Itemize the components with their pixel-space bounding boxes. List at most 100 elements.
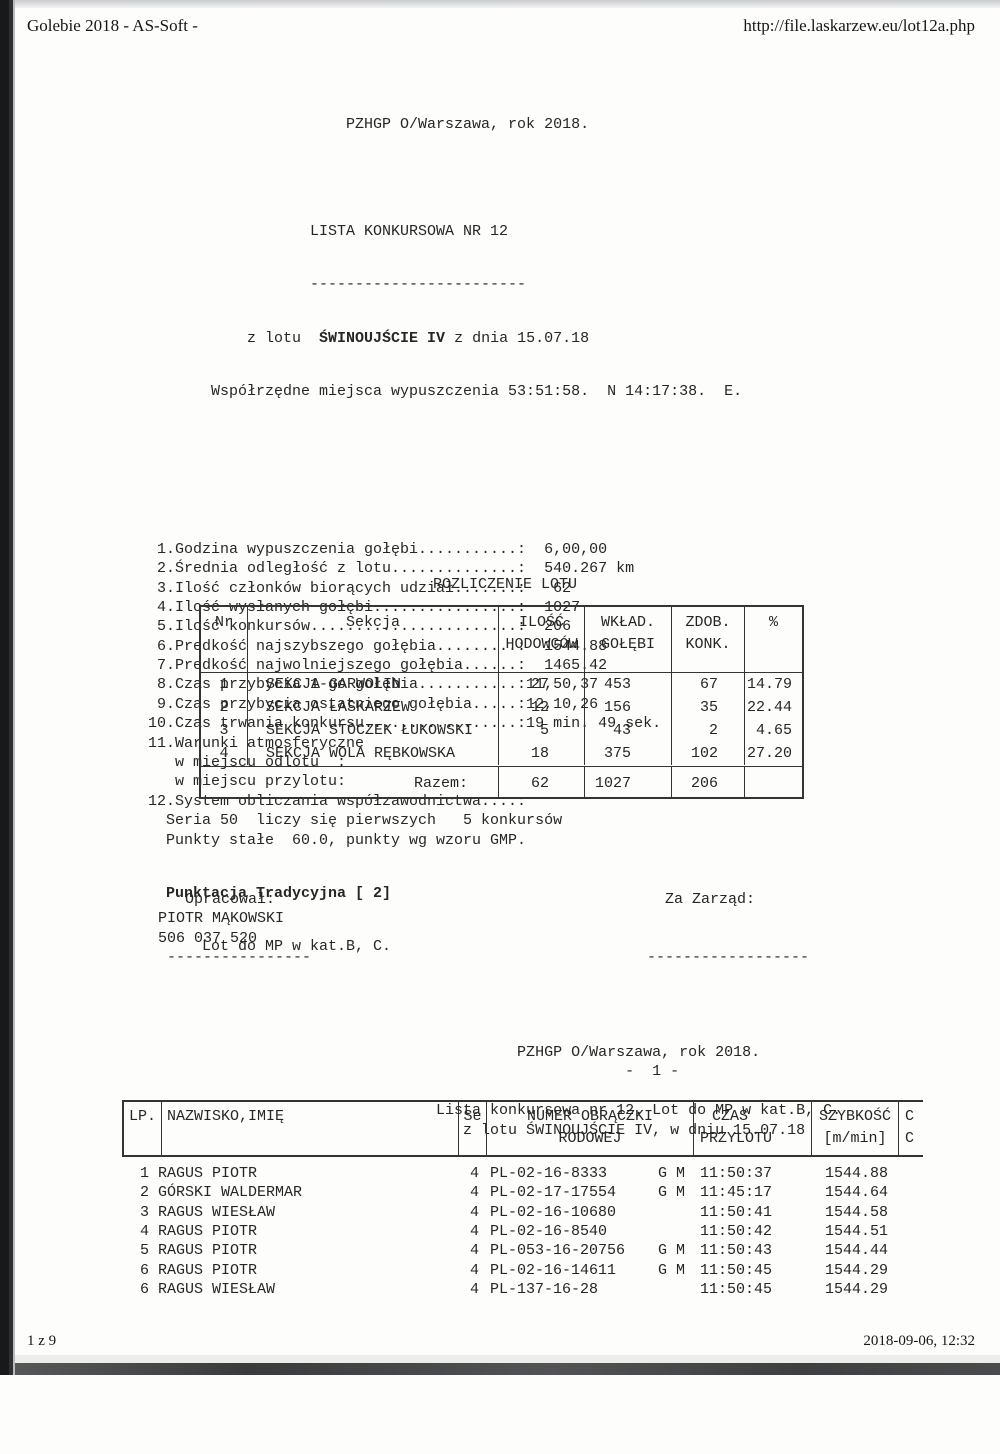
cell-time: 11:45:17	[700, 1184, 773, 1202]
signature-line: Opracował:	[158, 891, 276, 908]
cell-ring: PL-053-16-20756	[490, 1242, 626, 1260]
cell-ring: PL-02-16-8540	[490, 1223, 608, 1241]
cell-time: 11:50:43	[700, 1242, 773, 1260]
cell-lp: 5	[139, 1242, 149, 1260]
title-underline: ------------------------	[148, 276, 527, 294]
settlement-table-body: 1 SEKCJA GARWOLIN 27 453 67 14.79 2 SEKC…	[201, 673, 802, 766]
header-czas-line1: CZAS	[712, 1108, 749, 1125]
cell-lp: 6	[139, 1281, 149, 1299]
cell-time: 11:50:41	[700, 1203, 773, 1221]
results-titles: PZHGP O/Warszawa, rok 2018. - 1 - Lista …	[148, 992, 841, 1140]
stat-line: 5.Ilość konkursów.......................…	[148, 618, 572, 636]
stat-line: 2.Średnia odległość z lotu..............…	[148, 560, 635, 578]
signature-left: Opracował: PIOTR MĄKOWSKI 506 037 520 ----…	[158, 839, 311, 968]
cell-se: 4	[470, 1203, 480, 1221]
print-footer-page: 1 z 9	[27, 1333, 57, 1349]
cell-ring: PL-02-16-8333	[490, 1165, 608, 1182]
cell-name: RAGUS PIOTR	[158, 1242, 258, 1260]
signature-line: ----------------	[158, 949, 312, 967]
print-header-title: Golebie 2018 - AS-Soft -	[27, 16, 198, 35]
stat-line: Seria 50 liczy się pierwszych 5 konkursó…	[148, 812, 563, 830]
result-row: 1 RAGUS PIOTR 4 PL-02-16-8333 G M 11:50:…	[122, 1164, 952, 1183]
settlement-row: 2 SEKCJA ŁASKARZEW 12 156 35 22.44	[201, 696, 802, 720]
lot-mp-line: Lot do MP w kat.B, C.	[148, 938, 392, 956]
cell-hodowcy: 5	[499, 719, 585, 743]
stat-line: 10.Czas trwania konkursu................…	[148, 715, 662, 733]
cell-nr: 1	[201, 673, 248, 697]
settlement-title: ROZLICZENIE LOTU	[433, 576, 578, 593]
results-title-line: Lista konkursowa nr 12. Lot do MP w kat.…	[148, 1102, 842, 1120]
cell-nr: 2	[201, 696, 248, 720]
cell-ring: PL-137-16-28	[490, 1281, 599, 1299]
cell-speed: 1544.64	[824, 1184, 888, 1202]
settlement-table-header: Nr Sekcja ILOŚĆ HODOWCÓW WKŁAD. GOŁĘBI ZDO…	[201, 607, 802, 673]
header-nr-label: Nr	[214, 614, 233, 631]
result-row: 6 RAGUS WIESŁAW 4 PL-137-16-28 11:50:45 …	[122, 1280, 952, 1299]
header-sekcja-label: Sekcja	[345, 614, 400, 631]
results-table-header: LP. NAZWISKO,IMIĘ Se NUMER OBRĄCZKI RODOW…	[122, 1100, 923, 1157]
result-row: 6 RAGUS PIOTR 4 PL-02-16-14611 G M 11:50…	[122, 1261, 952, 1280]
cell-golebie: 43	[585, 719, 672, 743]
cell-gm: G M	[658, 1261, 686, 1279]
cell-nr: 3	[201, 719, 248, 743]
cell-sekcja: SEKCJA GARWOLIN	[248, 673, 499, 697]
stat-line: w miejscu przylotu:	[148, 773, 347, 791]
cell-se: 4	[470, 1165, 480, 1182]
header-ring-line2: RODOWEJ	[558, 1130, 622, 1147]
punktacja-line: Punktacja Tradycyjna [ 2]	[148, 884, 392, 902]
header-se-label: Se	[463, 1108, 482, 1125]
cell-golebie: 453	[585, 673, 672, 697]
result-row: 2 GÓRSKI WALDERMAR 4 PL-02-17-17554 G M …	[122, 1183, 952, 1202]
cell-gm: G M	[658, 1184, 686, 1202]
cell-time: 11:50:45	[700, 1281, 773, 1299]
blank-line	[148, 168, 742, 187]
signature-line: Za Zarząd:	[647, 891, 756, 908]
cell-pct: 22.44	[746, 699, 792, 717]
scan-edge-left	[0, 0, 15, 1375]
cell-speed: 1544.29	[824, 1281, 888, 1299]
cell-se: 4	[470, 1223, 480, 1241]
cell-speed: 1544.44	[824, 1242, 888, 1260]
header-ring-line1: NUMER OBRĄCZKI	[526, 1108, 654, 1125]
header-pct-label: %	[768, 614, 778, 631]
cell-hodowcy: 12	[499, 696, 585, 720]
settlement-row: 3 SEKCJA STOCZEK ŁUKOWSKI 5 43 2 4.65	[201, 719, 802, 743]
stat-line: 8.Czas przybycia 1-go gołębia...........…	[148, 676, 599, 694]
header-wklad-line1: WKŁAD.	[600, 614, 655, 631]
result-row: 4 RAGUS PIOTR 4 PL-02-16-8540 11:50:42 1…	[122, 1222, 952, 1241]
scan-edge-top	[0, 0, 1000, 8]
stat-line: 6.Predkość najszybszego gołębia.........…	[148, 637, 608, 655]
cell-lp: 3	[139, 1203, 149, 1221]
flight-suffix: z dnia 15.07.18	[445, 329, 590, 347]
cell-ring: PL-02-16-10680	[490, 1203, 617, 1221]
coords-line: Współrzędne miejsca wypuszczenia 53:51:5…	[148, 382, 743, 400]
cell-se: 4	[470, 1281, 480, 1299]
header-wklad: WKŁAD. GOŁĘBI	[585, 607, 672, 672]
header-name: NAZWISKO,IMIĘ	[162, 1102, 459, 1155]
blank-line	[148, 435, 742, 454]
flight-name: ŚWINOUJŚCIE IV	[319, 329, 446, 347]
header-sekcja: Sekcja	[248, 607, 499, 672]
cell-se: 4	[470, 1242, 480, 1260]
cell-pct: 14.79	[746, 676, 792, 693]
stat-line: Punkty stałe 60.0, punkty wg wzoru GMP.	[148, 831, 527, 849]
results-title-line: PZHGP O/Warszawa, rok 2018.	[148, 1044, 761, 1061]
cell-sekcja: SEKCJA WOLA RĘBKOWSKA	[248, 742, 499, 766]
stat-line: 11.Warunki atmosferyczne	[148, 734, 365, 752]
cell-name: RAGUS WIESŁAW	[158, 1203, 276, 1221]
header-wklad-line2: GOŁĘBI	[600, 636, 655, 653]
org-line: PZHGP O/Warszawa, rok 2018.	[148, 116, 590, 133]
total-golebie: 1027	[585, 766, 672, 799]
list-title: LISTA KONKURSOWA NR 12	[148, 222, 509, 240]
cell-golebie: 156	[585, 696, 672, 720]
signature-line	[647, 909, 809, 928]
cell-lp: 6	[139, 1261, 149, 1279]
header-ring: NUMER OBRĄCZKI RODOWEJ	[487, 1102, 694, 1155]
stat-line: 9.Czas przybycia ostatniego gołębia.....…	[148, 695, 599, 713]
stat-line: 1.Godzina wypuszczenia gołębi...........…	[148, 540, 608, 558]
cell-time: 11:50:45	[700, 1261, 773, 1279]
cell-pct: 27.20	[746, 745, 792, 763]
cell-gm: G M	[658, 1242, 686, 1260]
cell-name: GÓRSKI WALDERMAR	[158, 1184, 303, 1202]
cell-time: 11:50:37	[700, 1165, 773, 1182]
